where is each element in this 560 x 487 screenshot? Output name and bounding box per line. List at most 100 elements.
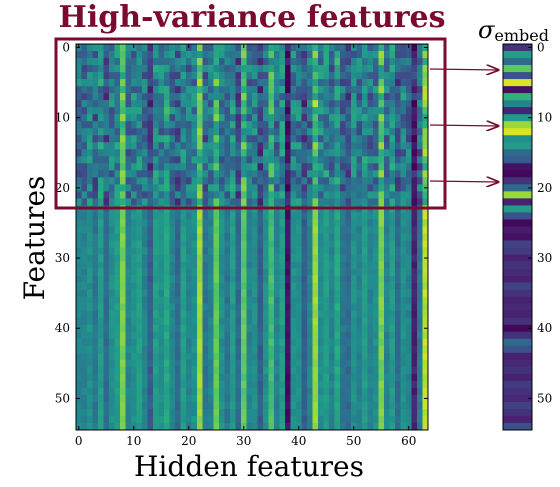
heatmap-cell — [191, 401, 198, 410]
heatmap-cell — [142, 415, 148, 424]
heatmap-cell — [125, 58, 132, 66]
heatmap-cell — [301, 261, 308, 269]
heatmap-cell — [235, 415, 242, 424]
x-tick-label: 50 — [346, 434, 361, 448]
heatmap-cell — [153, 324, 159, 333]
heatmap-cell — [235, 240, 242, 248]
heatmap-cell — [142, 100, 148, 108]
heatmap-cell — [389, 394, 396, 403]
heatmap-cell — [373, 58, 379, 66]
heatmap-cell — [158, 310, 165, 319]
heatmap-cell — [92, 114, 99, 122]
heatmap-cell — [114, 331, 121, 340]
heatmap-cell — [158, 107, 165, 115]
heatmap-cell — [131, 317, 137, 326]
heatmap-cell — [81, 114, 88, 122]
heatmap-cell — [114, 387, 121, 396]
heatmap-cell — [164, 44, 170, 52]
heatmap-cell — [120, 268, 126, 276]
heatmap-cell — [362, 338, 368, 347]
heatmap-cell — [81, 247, 88, 255]
heatmap-cell — [395, 366, 401, 375]
heatmap-cell — [395, 65, 401, 73]
heatmap-cell — [92, 107, 99, 115]
heatmap-cell — [340, 261, 346, 269]
heatmap-cell — [406, 331, 412, 340]
heatmap-cell — [318, 373, 324, 382]
heatmap-cell — [92, 275, 99, 283]
heatmap-cell — [312, 366, 319, 375]
heatmap-cell — [296, 247, 302, 255]
heatmap-cell — [417, 345, 423, 354]
heatmap-cell — [136, 163, 143, 171]
heatmap-cell — [92, 317, 99, 326]
heatmap-cell — [103, 317, 110, 326]
heatmap-cell — [252, 44, 258, 52]
heatmap-cell — [125, 51, 132, 59]
heatmap-cell — [158, 226, 165, 234]
heatmap-cell — [246, 387, 253, 396]
heatmap-cell — [147, 114, 154, 122]
heatmap-cell — [367, 387, 374, 396]
heatmap-cell — [301, 128, 308, 136]
heatmap-cell — [213, 282, 220, 290]
heatmap-cell — [147, 212, 154, 220]
heatmap-cell — [334, 198, 341, 206]
heatmap-cell — [186, 128, 192, 136]
heatmap-cell — [87, 282, 93, 290]
heatmap-cell — [301, 121, 308, 129]
heatmap-cell — [274, 58, 280, 66]
heatmap-cell — [285, 156, 291, 164]
heatmap-cell — [120, 380, 126, 389]
heatmap-cell — [279, 394, 286, 403]
x-tick-label: 0 — [75, 434, 83, 448]
heatmap-cell — [340, 135, 346, 143]
heatmap-cell — [411, 310, 418, 319]
heatmap-cell — [417, 135, 423, 143]
heatmap-cell — [252, 394, 258, 403]
heatmap-cell — [290, 100, 297, 108]
heatmap-cell — [131, 380, 137, 389]
heatmap-cell — [389, 261, 396, 269]
heatmap-cell — [202, 359, 209, 368]
heatmap-cell — [378, 359, 385, 368]
heatmap-cell — [400, 156, 407, 164]
heatmap-cell — [219, 177, 225, 185]
heatmap-cell — [246, 114, 253, 122]
heatmap-cell — [362, 58, 368, 66]
heatmap-cell — [246, 345, 253, 354]
heatmap-cell — [312, 261, 319, 269]
heatmap-cell — [142, 394, 148, 403]
heatmap-cell — [180, 422, 187, 431]
heatmap-cell — [224, 135, 231, 143]
heatmap-cell — [356, 128, 363, 136]
heatmap-cell — [246, 310, 253, 319]
heatmap-cell — [312, 156, 319, 164]
heatmap-cell — [296, 303, 302, 311]
heatmap-cell — [318, 254, 324, 262]
heatmap-cell — [235, 149, 242, 157]
heatmap-cell — [422, 366, 429, 375]
heatmap-cell — [351, 352, 357, 361]
heatmap-cell — [406, 303, 412, 311]
heatmap-cell — [213, 177, 220, 185]
heatmap-cell — [213, 408, 220, 417]
heatmap-cell — [246, 324, 253, 333]
heatmap-cell — [367, 93, 374, 101]
heatmap-cell — [323, 282, 330, 290]
heatmap-cell — [279, 303, 286, 311]
heatmap-cell — [334, 380, 341, 389]
heatmap-cell — [224, 296, 231, 304]
heatmap-cell — [219, 114, 225, 122]
heatmap-cell — [329, 212, 335, 220]
heatmap-cell — [323, 324, 330, 333]
heatmap-cell — [142, 373, 148, 382]
heatmap-cell — [81, 373, 88, 382]
heatmap-cell — [175, 254, 181, 262]
heatmap-cell — [213, 401, 220, 410]
heatmap-cell — [180, 282, 187, 290]
heatmap-cell — [131, 163, 137, 171]
heatmap-cell — [323, 275, 330, 283]
heatmap-cell — [252, 401, 258, 410]
heatmap-cell — [224, 219, 231, 227]
